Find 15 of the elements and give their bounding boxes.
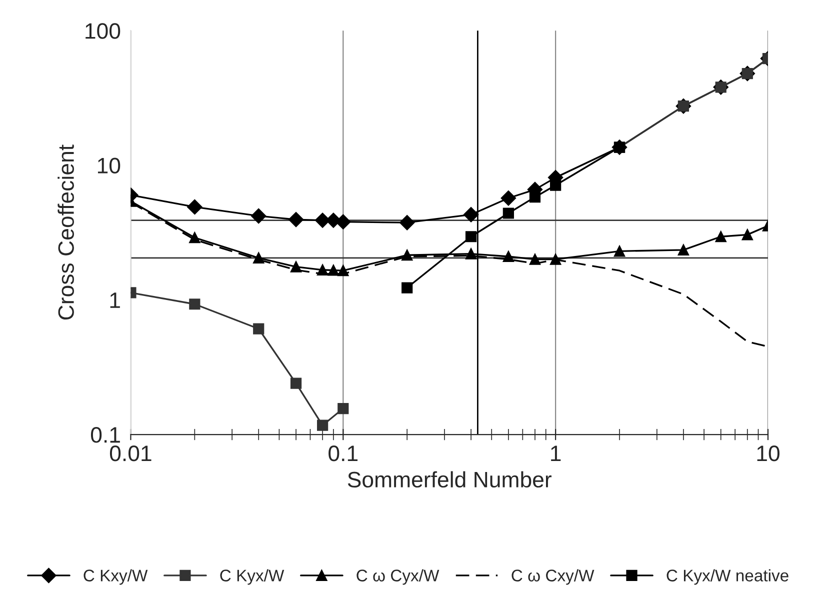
y-axis-title: Cross Ceoffecient [58, 144, 74, 320]
legend-label: C ω Cxy/W [512, 569, 594, 585]
y-tick-label: 100 [86, 23, 120, 39]
x-tick-label: 1 [551, 446, 561, 462]
legend-label: C ω Cyx/W [356, 569, 440, 585]
y-tick-label: 10 [98, 158, 120, 174]
y-tick-label: 1 [110, 292, 120, 308]
x-tick-label: 10 [757, 446, 780, 462]
x-tick-label: 0.1 [328, 446, 358, 462]
legend-label: C Kyx/W [220, 569, 284, 585]
x-tick-label: 0.01 [110, 446, 152, 462]
x-axis-title: Sommerfeld Number [348, 471, 552, 488]
legend-label: C Kyx/W neative [666, 569, 788, 585]
legend-label: C Kxy/W [84, 569, 148, 585]
y-tick-label: 0.1 [90, 427, 120, 443]
